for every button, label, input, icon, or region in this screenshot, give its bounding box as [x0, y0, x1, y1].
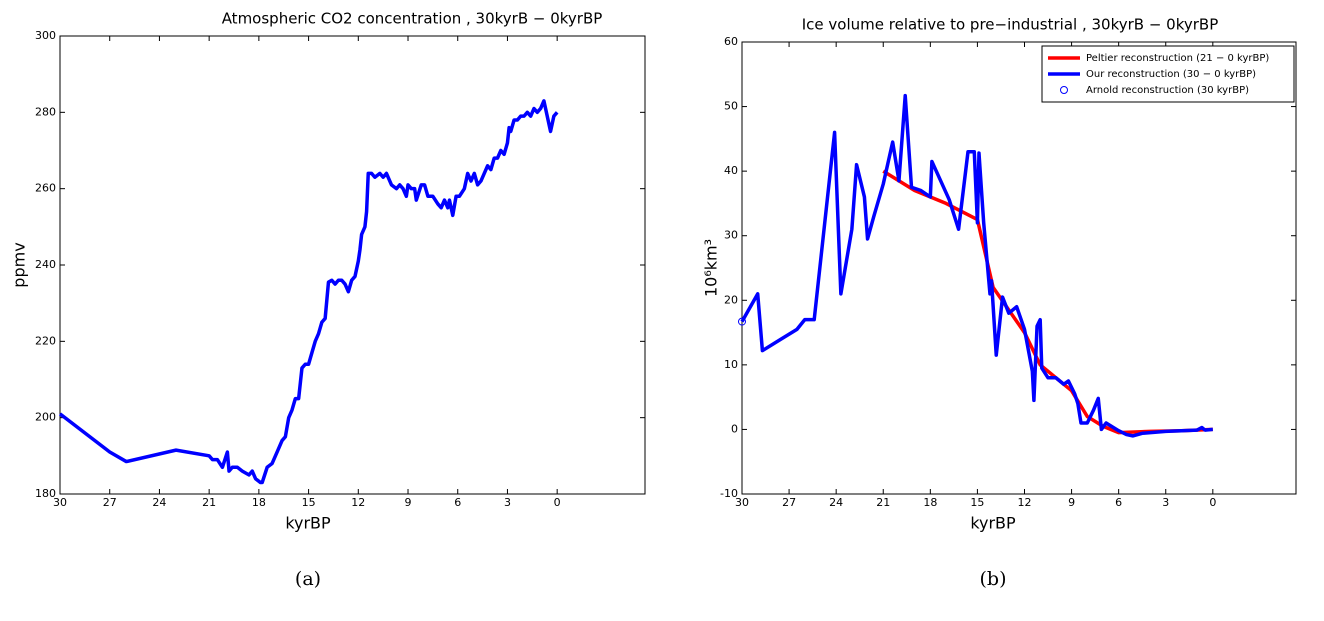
y-tick-label: 60 — [724, 35, 738, 48]
y-tick-label: 180 — [35, 487, 56, 500]
y-tick-label: 50 — [724, 100, 738, 113]
data-point — [738, 317, 746, 326]
legend-swatch — [1060, 86, 1068, 94]
chart: Ice volume relative to pre−industrial , … — [702, 16, 1297, 590]
x-tick-label: 15 — [302, 496, 316, 509]
legend-label: Arnold reconstruction (30 kyrBP) — [1086, 85, 1249, 96]
x-tick-label: 21 — [876, 496, 890, 509]
x-tick-label: 21 — [202, 496, 216, 509]
x-tick-label: 30 — [735, 496, 749, 509]
y-axis-label: 10⁶km³ — [702, 239, 721, 297]
data-line — [740, 93, 1213, 438]
y-tick-label: -10 — [720, 487, 738, 500]
x-tick-label: 3 — [1162, 496, 1169, 509]
x-axis-label: kyrBP — [970, 514, 1016, 533]
x-axis-label: kyrBP — [285, 514, 331, 533]
y-tick-label: 30 — [724, 229, 738, 242]
y-tick-label: 220 — [35, 334, 56, 347]
data-line — [58, 99, 559, 485]
y-tick-label: 280 — [35, 105, 56, 118]
x-tick-label: 0 — [1209, 496, 1216, 509]
x-tick-label: 12 — [1017, 496, 1031, 509]
y-tick-label: 20 — [724, 293, 738, 306]
legend-label: Our reconstruction (30 − 0 kyrBP) — [1086, 69, 1256, 80]
x-tick-label: 27 — [782, 496, 796, 509]
y-tick-label: 240 — [35, 258, 56, 271]
y-tick-label: 300 — [35, 29, 56, 42]
legend-label: Peltier reconstruction (21 − 0 kyrBP) — [1086, 53, 1269, 64]
legend — [1041, 45, 1295, 103]
y-tick-label: 260 — [35, 182, 56, 195]
y-axis-label: ppmv — [10, 242, 29, 287]
x-tick-label: 18 — [923, 496, 937, 509]
y-tick-label: 200 — [35, 411, 56, 424]
y-tick-label: 40 — [724, 164, 738, 177]
chart: Atmospheric CO2 concentration , 30kyrB −… — [10, 10, 646, 590]
x-tick-label: 9 — [1068, 496, 1075, 509]
x-tick-label: 24 — [829, 496, 843, 509]
caption: (b) — [980, 568, 1007, 590]
x-tick-label: 15 — [970, 496, 984, 509]
y-tick-label: 0 — [731, 422, 738, 435]
plot-area — [741, 41, 1297, 495]
x-tick-label: 9 — [405, 496, 412, 509]
x-tick-label: 30 — [53, 496, 67, 509]
chart-title: Atmospheric CO2 concentration , 30kyrB −… — [222, 10, 603, 28]
x-tick-label: 24 — [152, 496, 166, 509]
chart-title: Ice volume relative to pre−industrial , … — [802, 16, 1218, 34]
x-tick-label: 6 — [454, 496, 461, 509]
x-tick-label: 18 — [252, 496, 266, 509]
y-tick-label: 10 — [724, 358, 738, 371]
caption: (a) — [295, 568, 321, 590]
x-tick-label: 12 — [351, 496, 365, 509]
plot-area — [59, 35, 646, 495]
x-tick-label: 27 — [103, 496, 117, 509]
x-tick-label: 3 — [504, 496, 511, 509]
x-tick-label: 0 — [554, 496, 561, 509]
x-tick-label: 6 — [1115, 496, 1122, 509]
